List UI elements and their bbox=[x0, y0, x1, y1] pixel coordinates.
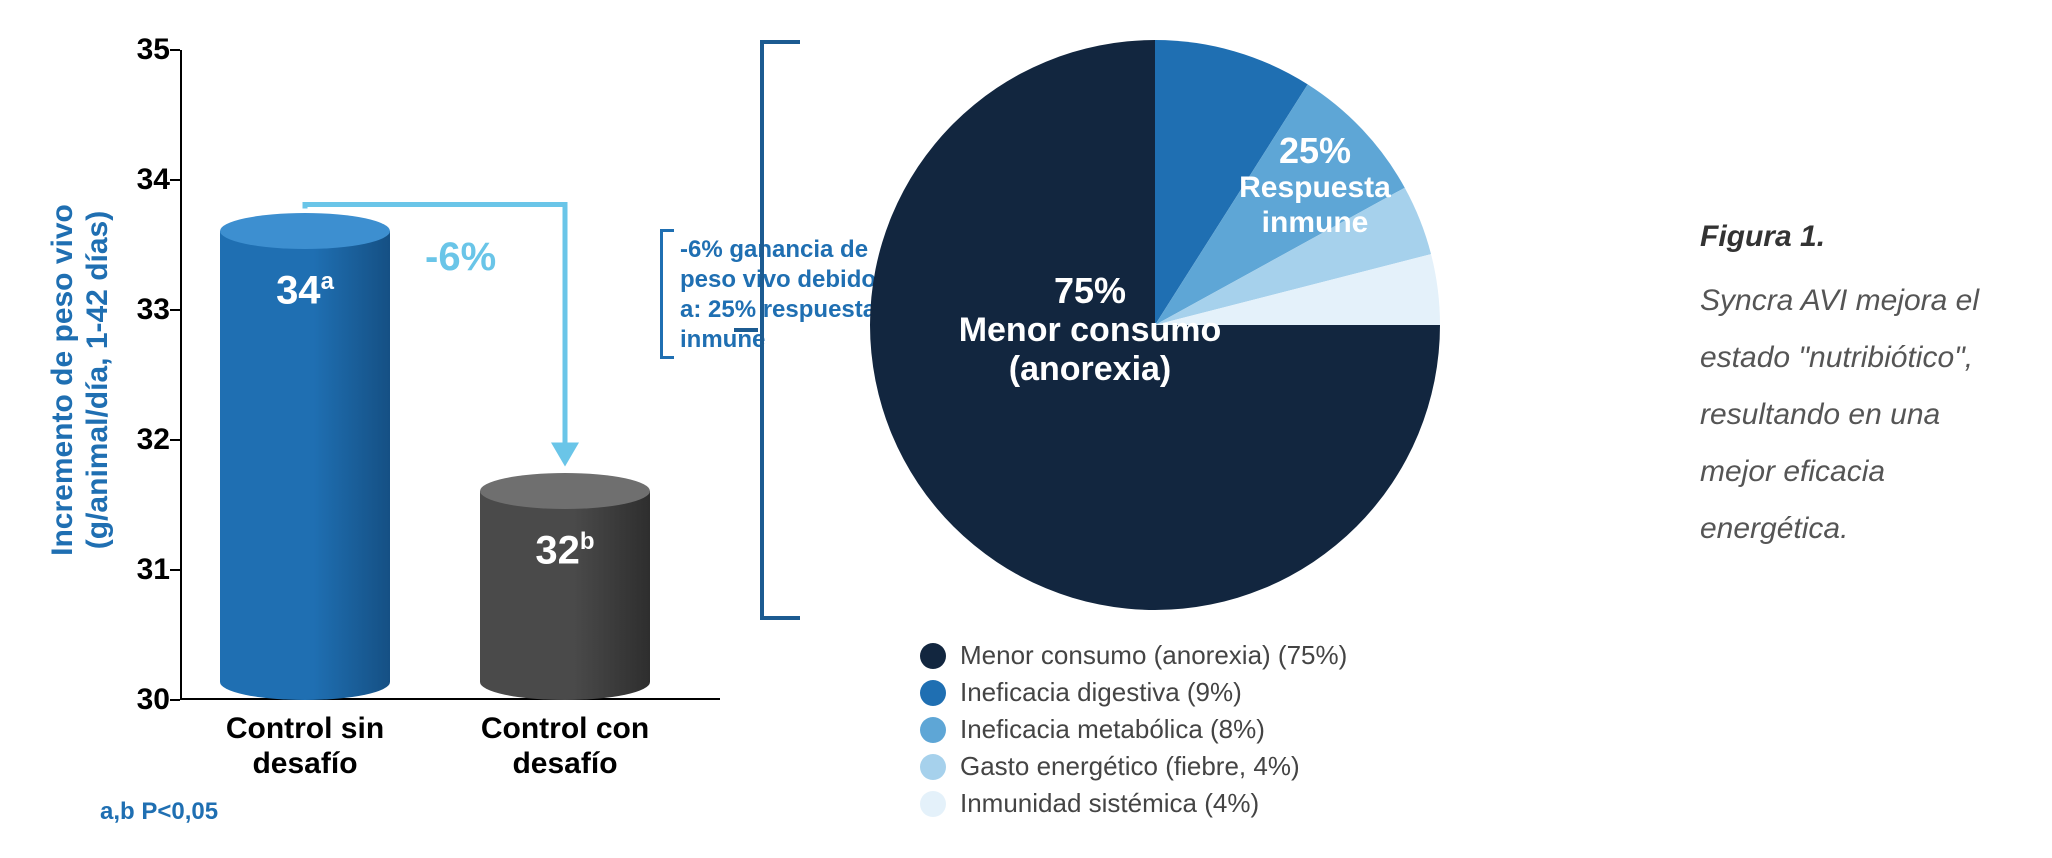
pie-legend: Menor consumo (anorexia) (75%) Ineficacia… bbox=[920, 640, 1347, 825]
pie-label-main: 75% Menor consumo (anorexia) bbox=[930, 270, 1250, 390]
legend-item: Gasto energético (fiebre, 4%) bbox=[920, 751, 1347, 782]
y-tick-mark bbox=[170, 569, 180, 571]
legend-item: Ineficacia digestiva (9%) bbox=[920, 677, 1347, 708]
legend-item: Ineficacia metabólica (8%) bbox=[920, 714, 1347, 745]
figure-caption: Figura 1. Syncra AVI mejora el estado "n… bbox=[1700, 30, 2010, 557]
y-axis-label-line2: (g/animal/día, 1-42 días) bbox=[81, 204, 116, 556]
legend-swatch bbox=[920, 717, 946, 743]
note-bracket-icon bbox=[660, 229, 674, 359]
y-tick-mark bbox=[170, 439, 180, 441]
legend-swatch bbox=[920, 791, 946, 817]
legend-text: Gasto energético (fiebre, 4%) bbox=[960, 751, 1300, 782]
caption-body: Syncra AVI mejora el estado "nutribiótic… bbox=[1700, 272, 2010, 557]
pie-main-line1: Menor consumo bbox=[959, 311, 1222, 349]
y-tick-label: 33 bbox=[120, 293, 170, 327]
legend-text: Menor consumo (anorexia) (75%) bbox=[960, 640, 1347, 671]
y-tick-label: 34 bbox=[120, 163, 170, 197]
pie-sec-line1: Respuesta bbox=[1239, 171, 1391, 204]
y-tick-label: 30 bbox=[120, 683, 170, 717]
plot-area: 30313233343534aControl sindesafío32bCont… bbox=[180, 50, 720, 700]
drop-percent-label: -6% bbox=[425, 235, 496, 280]
legend-text: Inmunidad sistémica (4%) bbox=[960, 788, 1259, 819]
legend-swatch bbox=[920, 643, 946, 669]
stats-footnote: a,b P<0,05 bbox=[100, 798, 218, 826]
legend-text: Ineficacia metabólica (8%) bbox=[960, 714, 1265, 745]
pie-main-pct: 75% bbox=[930, 270, 1250, 311]
pie-chart: 75% Menor consumo (anorexia) 25% Respues… bbox=[870, 40, 1440, 610]
legend-item: Inmunidad sistémica (4%) bbox=[920, 788, 1347, 819]
legend-item: Menor consumo (anorexia) (75%) bbox=[920, 640, 1347, 671]
bar-chart: Incremento de peso vivo (g/animal/día, 1… bbox=[60, 30, 740, 830]
y-tick-label: 32 bbox=[120, 423, 170, 457]
legend-swatch bbox=[920, 754, 946, 780]
y-tick-mark bbox=[170, 699, 180, 701]
legend-swatch bbox=[920, 680, 946, 706]
pie-sec-line2: inmune bbox=[1262, 206, 1369, 239]
y-tick-mark bbox=[170, 49, 180, 51]
pie-label-secondary: 25% Respuesta inmune bbox=[1220, 130, 1410, 240]
figure-container: Incremento de peso vivo (g/animal/día, 1… bbox=[0, 0, 2052, 858]
y-tick-label: 35 bbox=[120, 33, 170, 67]
legend-text: Ineficacia digestiva (9%) bbox=[960, 677, 1242, 708]
caption-title: Figura 1. bbox=[1700, 220, 2010, 254]
y-axis-label: Incremento de peso vivo (g/animal/día, 1… bbox=[46, 204, 115, 556]
y-tick-mark bbox=[170, 179, 180, 181]
y-tick-mark bbox=[170, 309, 180, 311]
pie-main-line2: (anorexia) bbox=[1009, 350, 1172, 388]
pie-chart-block: 75% Menor consumo (anorexia) 25% Respues… bbox=[770, 30, 1670, 830]
drop-arrow-icon bbox=[180, 50, 720, 700]
pie-sec-pct: 25% bbox=[1220, 130, 1410, 171]
y-axis-label-line1: Incremento de peso vivo bbox=[46, 204, 79, 556]
category-label: Control condesafío bbox=[450, 712, 680, 781]
bracket-tick bbox=[734, 328, 758, 332]
y-tick-label: 31 bbox=[120, 553, 170, 587]
category-label: Control sindesafío bbox=[190, 712, 420, 781]
bracket-icon bbox=[760, 40, 800, 620]
